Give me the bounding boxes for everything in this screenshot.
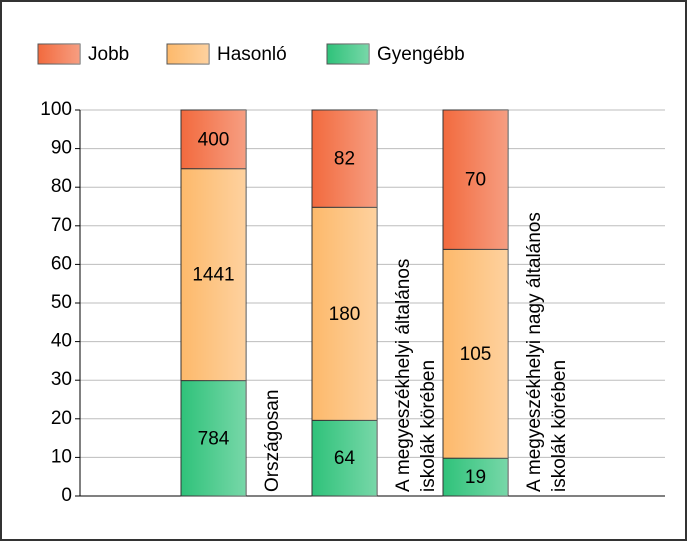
bar-shine — [181, 380, 246, 496]
bar-shine — [443, 110, 508, 250]
legend-label: Jobb — [88, 44, 129, 65]
y-tick-label: 0 — [61, 485, 72, 506]
category-label: Országosan — [262, 390, 283, 492]
legend-label: Gyengébb — [377, 44, 465, 65]
legend-shine — [167, 44, 209, 64]
bar-shine — [312, 420, 377, 496]
data-label: 105 — [460, 344, 492, 365]
legend-label: Hasonló — [217, 44, 287, 65]
category-label: A megyeszékhelyi nagy általános — [524, 212, 545, 492]
y-tick-label: 100 — [40, 99, 72, 120]
data-label: 180 — [329, 304, 361, 325]
data-label: 400 — [198, 129, 230, 150]
data-label: 784 — [198, 428, 230, 449]
y-tick-label: 80 — [51, 176, 72, 197]
data-label: 70 — [465, 170, 486, 191]
y-tick-label: 40 — [51, 331, 72, 352]
category-label: iskolák körében — [549, 360, 570, 492]
bar-shine — [443, 249, 508, 459]
y-tick-label: 50 — [51, 292, 72, 313]
y-tick-label: 30 — [51, 369, 72, 390]
y-tick-label: 10 — [51, 446, 72, 467]
data-label: 1441 — [192, 265, 234, 286]
data-label: 64 — [334, 448, 356, 469]
bar-shine — [181, 110, 246, 169]
y-tick-label: 70 — [51, 215, 72, 236]
category-label: iskolák körében — [418, 360, 439, 492]
bar-shine — [443, 458, 508, 496]
data-label: 19 — [465, 467, 486, 488]
bar-shine — [312, 207, 377, 421]
category-label: A megyeszékhelyi általános — [393, 259, 414, 492]
bar-shine — [312, 110, 377, 208]
y-tick-label: 60 — [51, 253, 72, 274]
data-label: 82 — [334, 149, 355, 170]
y-tick-label: 90 — [51, 138, 72, 159]
y-tick-label: 20 — [51, 408, 72, 429]
legend-shine — [38, 44, 80, 64]
legend-shine — [327, 44, 369, 64]
bar-shine — [181, 168, 246, 381]
